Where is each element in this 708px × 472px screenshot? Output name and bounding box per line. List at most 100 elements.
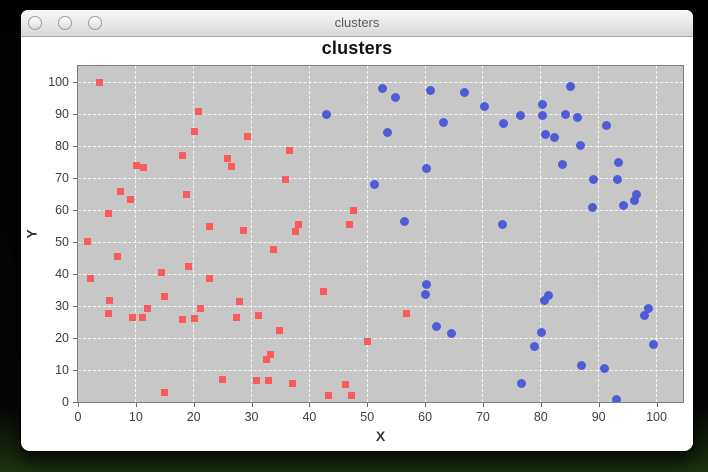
y-tick-label: 70 (55, 171, 69, 185)
x-tick-label: 50 (360, 410, 375, 424)
horizontal-gridline (78, 369, 683, 371)
minimize-button[interactable] (58, 16, 72, 30)
data-point-red-squares (275, 326, 283, 334)
x-tick-label: 100 (646, 410, 667, 424)
data-point-blue-circles (516, 378, 526, 388)
horizontal-gridline (78, 241, 683, 243)
data-point-blue-circles (557, 159, 567, 169)
y-tick-label: 60 (55, 203, 69, 217)
horizontal-gridline (78, 209, 683, 211)
data-point-blue-circles (516, 110, 526, 120)
x-tick-label: 80 (533, 410, 548, 424)
vertical-gridline (251, 66, 253, 402)
data-point-red-squares (319, 288, 327, 296)
data-point-blue-circles (561, 110, 571, 120)
data-point-blue-circles (479, 102, 489, 112)
data-point-blue-circles (538, 111, 548, 121)
data-point-red-squares (206, 274, 214, 282)
data-point-red-squares (285, 146, 293, 154)
data-point-red-squares (288, 379, 296, 387)
data-point-red-squares (140, 164, 148, 172)
data-point-blue-circles (577, 361, 587, 371)
vertical-gridline (424, 66, 426, 402)
vertical-gridline (193, 66, 195, 402)
x-axis-label: X (375, 428, 386, 444)
data-point-red-squares (223, 154, 231, 162)
data-point-blue-circles (648, 340, 658, 350)
y-tick-mark (73, 306, 77, 307)
data-point-blue-circles (377, 83, 387, 93)
y-tick-mark (73, 146, 77, 147)
data-point-red-squares (160, 389, 168, 397)
data-point-red-squares (182, 191, 190, 199)
data-point-red-squares (219, 375, 227, 383)
data-point-red-squares (190, 128, 198, 136)
y-axis-label: Y (24, 66, 40, 402)
y-axis-label-text: Y (24, 229, 40, 239)
y-tick-label: 40 (55, 267, 69, 281)
data-point-red-squares (129, 314, 137, 322)
y-tick-mark (73, 274, 77, 275)
data-point-blue-circles (612, 394, 622, 402)
window-titlebar[interactable]: clusters (21, 10, 693, 37)
data-point-blue-circles (382, 128, 392, 138)
y-tick-mark (73, 402, 77, 403)
data-point-blue-circles (400, 217, 410, 227)
data-point-blue-circles (613, 174, 623, 184)
data-point-blue-circles (602, 121, 612, 131)
y-tick-label: 90 (55, 107, 69, 121)
zoom-button[interactable] (88, 16, 102, 30)
vertical-gridline (135, 66, 137, 402)
data-point-blue-circles (536, 328, 546, 338)
data-point-red-squares (324, 391, 332, 399)
data-point-blue-circles (619, 201, 629, 211)
data-point-red-squares (158, 268, 166, 276)
x-tick-label: 60 (418, 410, 433, 424)
data-point-blue-circles (422, 280, 432, 290)
x-tick-mark (425, 403, 427, 407)
x-tick-mark (367, 403, 369, 407)
data-point-blue-circles (538, 99, 548, 109)
horizontal-gridline (78, 113, 683, 115)
data-point-blue-circles (540, 129, 550, 139)
x-tick-label: 30 (244, 410, 259, 424)
data-point-blue-circles (630, 195, 640, 205)
x-tick-label: 40 (302, 410, 317, 424)
data-point-blue-circles (599, 364, 609, 374)
data-point-red-squares (206, 223, 214, 231)
y-tick-label: 20 (55, 331, 69, 345)
data-point-red-squares (364, 337, 372, 345)
close-button[interactable] (28, 16, 42, 30)
data-point-red-squares (233, 314, 240, 322)
horizontal-gridline (78, 337, 683, 339)
app-window: clusters clusters 0 10 20 30 40 50 60 70 80 90 100… (21, 10, 693, 451)
x-tick-mark (78, 403, 79, 407)
data-point-red-squares (96, 78, 104, 86)
data-point-red-squares (227, 162, 235, 170)
data-point-red-squares (239, 227, 247, 235)
x-tick-mark (135, 403, 137, 407)
x-tick-mark (251, 403, 253, 407)
data-point-blue-circles (459, 88, 469, 98)
data-point-red-squares (132, 161, 140, 169)
plot-area[interactable] (77, 65, 684, 403)
data-point-blue-circles (549, 132, 559, 142)
data-point-red-squares (178, 315, 186, 323)
data-point-blue-circles (390, 93, 400, 103)
x-tick-mark (598, 403, 600, 407)
data-point-blue-circles (426, 86, 436, 96)
vertical-gridline (540, 66, 542, 402)
vertical-gridline (366, 66, 368, 402)
data-point-red-squares (235, 298, 243, 306)
x-tick-mark (482, 403, 484, 407)
data-point-red-squares (266, 351, 274, 359)
data-point-blue-circles (447, 329, 457, 339)
x-tick-mark (540, 403, 542, 407)
vertical-gridline (308, 66, 310, 402)
data-point-red-squares (253, 376, 261, 384)
data-point-blue-circles (321, 109, 331, 119)
data-point-blue-circles (422, 163, 432, 173)
x-tick-label: 0 (74, 410, 82, 424)
data-point-red-squares (83, 238, 91, 246)
x-tick-label: 10 (128, 410, 143, 424)
